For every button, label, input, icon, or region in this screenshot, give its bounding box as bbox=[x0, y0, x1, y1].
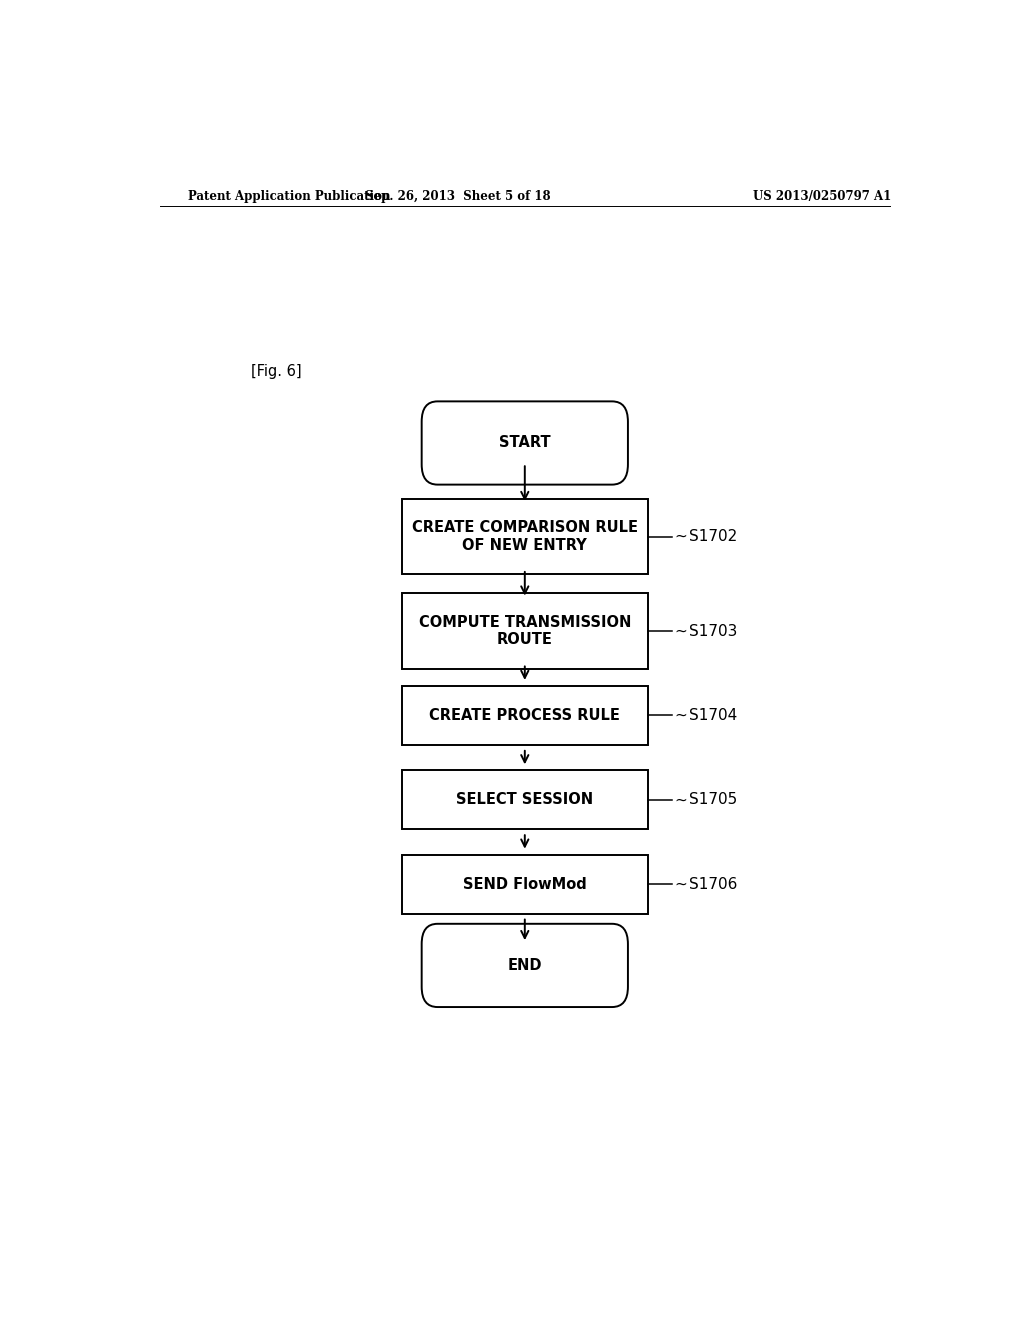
Text: Sep. 26, 2013  Sheet 5 of 18: Sep. 26, 2013 Sheet 5 of 18 bbox=[365, 190, 550, 202]
Text: CREATE COMPARISON RULE
OF NEW ENTRY: CREATE COMPARISON RULE OF NEW ENTRY bbox=[412, 520, 638, 553]
Text: Patent Application Publication: Patent Application Publication bbox=[187, 190, 390, 202]
Text: ~: ~ bbox=[675, 876, 687, 891]
Text: US 2013/0250797 A1: US 2013/0250797 A1 bbox=[754, 190, 892, 202]
FancyBboxPatch shape bbox=[422, 924, 628, 1007]
Text: COMPUTE TRANSMISSION
ROUTE: COMPUTE TRANSMISSION ROUTE bbox=[419, 615, 631, 647]
FancyBboxPatch shape bbox=[401, 499, 648, 574]
FancyBboxPatch shape bbox=[401, 686, 648, 744]
Text: [Fig. 6]: [Fig. 6] bbox=[251, 364, 302, 379]
Text: SEND FlowMod: SEND FlowMod bbox=[463, 876, 587, 891]
FancyBboxPatch shape bbox=[422, 401, 628, 484]
Text: S1706: S1706 bbox=[689, 876, 737, 891]
Text: CREATE PROCESS RULE: CREATE PROCESS RULE bbox=[429, 708, 621, 723]
Text: S1703: S1703 bbox=[689, 623, 737, 639]
FancyBboxPatch shape bbox=[401, 594, 648, 669]
Text: ~: ~ bbox=[675, 708, 687, 723]
Text: S1702: S1702 bbox=[689, 529, 737, 544]
Text: ~: ~ bbox=[675, 623, 687, 639]
Text: SELECT SESSION: SELECT SESSION bbox=[457, 792, 593, 808]
FancyBboxPatch shape bbox=[401, 854, 648, 913]
FancyBboxPatch shape bbox=[401, 771, 648, 829]
Text: START: START bbox=[499, 436, 551, 450]
Text: S1705: S1705 bbox=[689, 792, 737, 808]
Text: ~: ~ bbox=[675, 792, 687, 808]
Text: S1704: S1704 bbox=[689, 708, 737, 723]
Text: END: END bbox=[508, 958, 542, 973]
Text: ~: ~ bbox=[675, 529, 687, 544]
